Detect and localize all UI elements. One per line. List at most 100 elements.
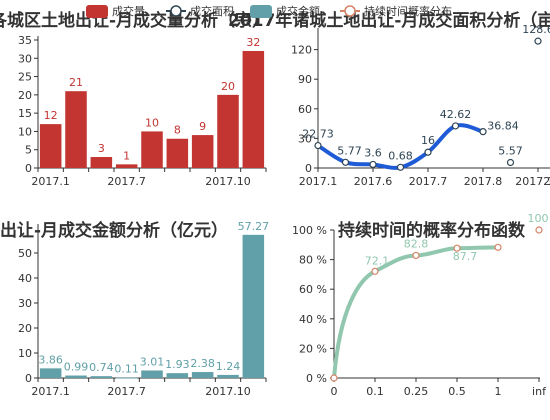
monthly-volume-chart: 0 5 10 15 20 25 30 35 12 21 3 1 10 8 9 20 32 2017.1 2017.7…	[18, 34, 267, 188]
area-point-label: 42.62	[440, 108, 472, 121]
volume-ytick-label: 5	[25, 144, 32, 157]
amount-ytick-label: 40	[18, 272, 32, 285]
legend-label-amount: 成交金额	[276, 4, 320, 18]
cdf-ytick-label: 80 %	[299, 254, 327, 267]
cdf-ytick-label: 60 %	[299, 283, 327, 296]
amount-bar	[191, 372, 214, 378]
chart-title-amount: 土地出让-月成交金额分析（亿元）	[0, 220, 228, 241]
area-scatter-label: 128.6	[522, 23, 550, 36]
chart-legend[interactable]: 成交量 成交面积 成交金额 持续时间概率分布	[86, 4, 452, 18]
volume-bar	[166, 138, 189, 168]
chart-title-area: 2017年诸城土地出让-月成交面积分析（亩）	[228, 10, 550, 31]
area-ytick-label: 120	[291, 44, 312, 57]
area-point-label: 36.84	[487, 120, 519, 133]
amount-bar-label: 57.27	[238, 220, 270, 233]
amount-bar	[217, 374, 239, 378]
area-point	[314, 141, 322, 150]
volume-bar	[65, 91, 87, 168]
legend-swatch-cdf	[344, 5, 356, 17]
amount-bar-label: 0.74	[89, 361, 114, 374]
area-xtick-label: 2017.8	[464, 175, 503, 188]
legend-item-cdf[interactable]: 持续时间概率分布	[340, 4, 452, 18]
area-point	[479, 128, 487, 136]
cdf-xtick-label: inf	[532, 385, 547, 398]
area-ytick-label: 60	[298, 103, 312, 116]
amount-bar-label: 1.24	[216, 360, 241, 373]
amount-ytick-label: 20	[18, 322, 32, 335]
volume-bar-label: 21	[69, 76, 83, 89]
volume-xtick-label: 2017.10	[205, 175, 251, 188]
legend-label-cdf: 持续时间概率分布	[364, 4, 452, 18]
legend-label-area: 成交面积	[190, 4, 234, 18]
legend-item-amount[interactable]: 成交金额	[250, 4, 320, 18]
cdf-point-label: 72.1	[365, 254, 390, 267]
volume-bar	[217, 94, 239, 168]
legend-swatch-amount	[250, 5, 272, 18]
area-xtick-label: 2017.12	[543, 175, 550, 188]
cdf-xtick-label: 0.5	[448, 385, 466, 398]
volume-xtick-label: 2017.1	[31, 175, 70, 188]
amount-bar	[65, 375, 87, 378]
legend-swatch-volume	[86, 5, 108, 18]
volume-bar-label: 20	[221, 80, 235, 93]
volume-bar-label: 8	[174, 124, 181, 137]
area-point-label: 5.77	[337, 144, 362, 157]
area-ytick-label: 90	[298, 73, 312, 86]
volume-bar	[115, 164, 138, 168]
chart-title-volume: 各城区土地出让-月成交量分析（宗）	[0, 10, 269, 31]
area-point-label: 0.68	[388, 149, 413, 162]
volume-bar	[39, 124, 62, 168]
cdf-xtick-label: 0	[331, 385, 338, 398]
volume-xtick-label: 2017.7	[107, 175, 146, 188]
monthly-amount-chart: 0 10 20 30 40 50 3.860.99 0.74 0.113.01 1.93 2.38 1…	[18, 220, 269, 398]
area-ytick-label: 0	[305, 162, 312, 175]
volume-bar	[141, 131, 163, 168]
amount-bar	[90, 376, 113, 378]
area-point	[424, 148, 432, 156]
cdf-xtick-label: 1	[495, 385, 502, 398]
amount-bar-label: 3.01	[140, 355, 165, 368]
legend-swatch-area	[170, 5, 182, 17]
volume-bar-label: 1	[123, 149, 130, 162]
cdf-series-line	[332, 245, 500, 380]
amount-ytick-label: 0	[25, 372, 32, 385]
cdf-point	[330, 374, 338, 382]
legend-item-volume[interactable]: 成交量	[86, 4, 145, 18]
area-point-label: 22.73	[302, 128, 334, 141]
amount-bar	[166, 373, 189, 378]
chart-title-cdf: 持续时间的概率分布函数	[338, 220, 526, 241]
volume-ytick-label: 10	[18, 125, 32, 138]
cdf-point	[371, 267, 379, 275]
cdf-xtick-label: 0.25	[404, 385, 429, 398]
area-scatter-point	[534, 37, 542, 45]
area-xtick-label: 2017.7	[409, 175, 448, 188]
amount-xtick-label: 2017.10	[205, 385, 251, 398]
amount-bar-label: 0.11	[114, 363, 139, 376]
cdf-ytick-label: 40 %	[299, 313, 327, 326]
volume-ytick-label: 20	[18, 89, 32, 102]
cdf-ytick-label: 0 %	[306, 372, 327, 385]
volume-bar	[191, 135, 214, 168]
volume-bar-label: 32	[246, 36, 260, 49]
area-point	[341, 158, 350, 166]
amount-bar-label: 3.86	[38, 353, 63, 366]
volume-ytick-label: 30	[18, 52, 32, 65]
amount-ytick-label: 30	[18, 297, 32, 310]
legend-item-area[interactable]: 成交面积	[166, 4, 234, 18]
amount-xtick-label: 2017.1	[31, 385, 70, 398]
volume-ytick-label: 0	[25, 162, 32, 175]
area-point-label: 16	[421, 134, 435, 147]
cdf-ytick-label: 100 %	[292, 224, 327, 237]
cdf-point-label: 82.8	[404, 237, 429, 250]
amount-ytick-label: 50	[18, 247, 32, 260]
volume-bar-label: 9	[199, 120, 206, 133]
cdf-point	[453, 244, 461, 252]
area-xtick-label: 2017.1	[299, 175, 338, 188]
amount-bar-label: 1.93	[165, 358, 190, 371]
area-scatter-label: 5.57	[498, 145, 523, 158]
cdf-point	[494, 243, 502, 251]
cdf-ytick-label: 20 %	[299, 342, 327, 355]
cdf-xtick-label: 0.1	[366, 385, 384, 398]
volume-bar	[242, 50, 265, 168]
